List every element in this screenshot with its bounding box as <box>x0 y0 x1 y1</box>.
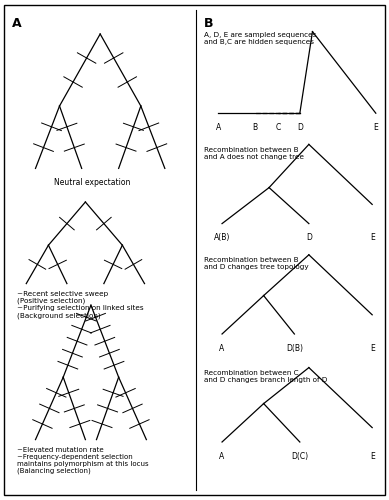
Text: D(C): D(C) <box>291 452 308 460</box>
Text: A: A <box>219 344 225 352</box>
Text: B: B <box>204 17 214 30</box>
Text: E: E <box>370 344 375 352</box>
Text: B: B <box>252 123 257 132</box>
Text: E: E <box>370 452 375 460</box>
Text: Recombination between B
and A does not change tree: Recombination between B and A does not c… <box>204 147 304 160</box>
Text: D: D <box>297 123 303 132</box>
Text: E: E <box>370 233 375 242</box>
Text: D: D <box>306 233 312 242</box>
Text: Recombination between B
and D changes tree topology: Recombination between B and D changes tr… <box>204 257 308 270</box>
Text: C: C <box>275 123 281 132</box>
Text: Recombination between C
and D changes branch length of D: Recombination between C and D changes br… <box>204 370 327 383</box>
Text: E: E <box>373 123 378 132</box>
Text: Neutral expectation: Neutral expectation <box>54 178 130 187</box>
Text: ~Recent selective sweep
(Positive selection)
~Purifying selection on linked site: ~Recent selective sweep (Positive select… <box>17 291 144 319</box>
Text: A(B): A(B) <box>214 233 230 242</box>
Text: A: A <box>219 452 225 460</box>
Text: ~Elevated mutation rate
~Frequency-dependent selection
maintains polymorphism at: ~Elevated mutation rate ~Frequency-depen… <box>17 447 149 474</box>
Text: A: A <box>216 123 221 132</box>
Text: D(B): D(B) <box>286 344 303 352</box>
Text: A, D, E are sampled sequences
and B,C are hidden sequences: A, D, E are sampled sequences and B,C ar… <box>204 32 316 44</box>
Text: A: A <box>12 17 21 30</box>
